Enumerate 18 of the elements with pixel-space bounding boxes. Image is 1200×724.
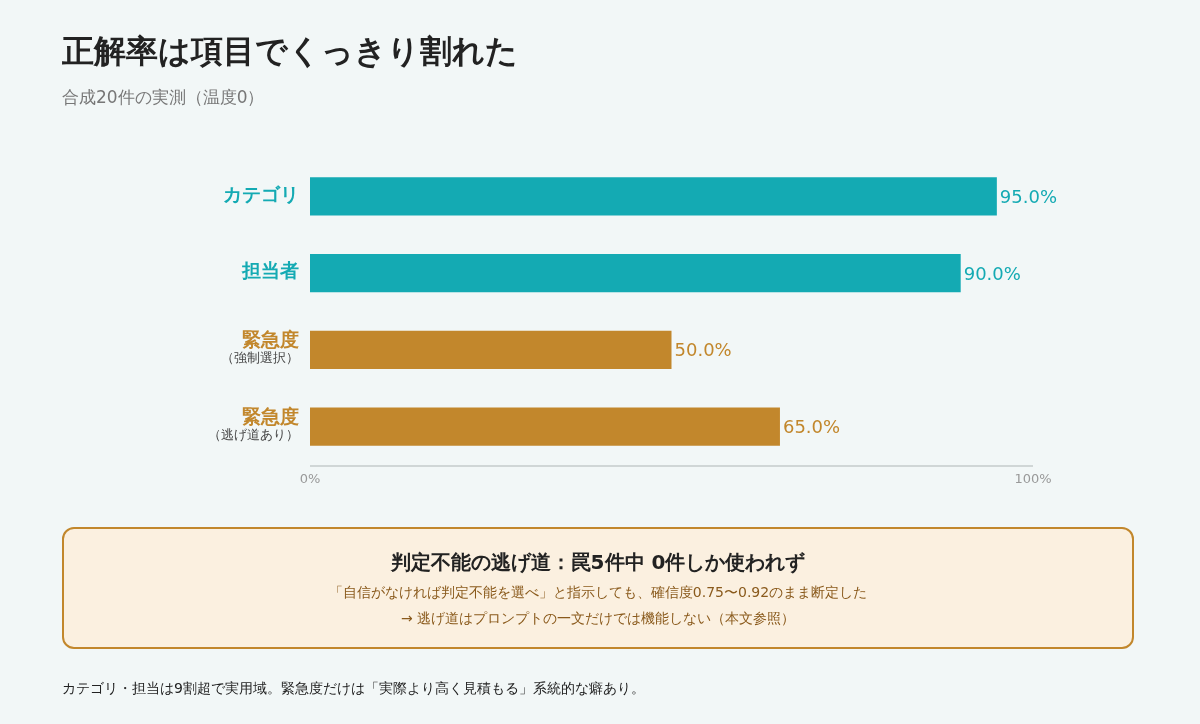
y-tick-label: カテゴリ	[223, 182, 299, 205]
data-label: 90.0%	[963, 262, 1021, 284]
data-label: 95.0%	[999, 185, 1058, 207]
bar	[310, 253, 961, 293]
data-label: 65.0%	[782, 416, 841, 438]
bar	[310, 177, 997, 216]
callout-box: 判定不能の逃げ道：罠5件中 0件しか使われず 「自信がなければ判定不能を選べ」と指示しても、確信度0.75〜0.92のまま断定した → 逃げ道はプロンプトの一文だけでは機能しない（本文参照）	[62, 527, 1134, 649]
bar	[310, 330, 672, 370]
data-label: 50.0%	[674, 339, 732, 361]
text: 合成20件の実測（温度0）	[62, 86, 265, 109]
x-tick-label: 0%	[299, 470, 321, 486]
x-tick-label: 100%	[1014, 470, 1052, 486]
y-tick-label: 担当者	[241, 259, 299, 282]
chart-title: 正解率は項目でくっきり割れた	[62, 31, 518, 72]
y-tick-label: 緊急度（逃げ道あり）	[208, 405, 299, 442]
y-tick-label: 緊急度（強制選択）	[221, 328, 299, 365]
text: カテゴリ・担当は9割超で実用域。緊急度だけは「実際より高く見積もる」系統的な癖あり。	[62, 680, 645, 698]
bar	[310, 407, 780, 446]
